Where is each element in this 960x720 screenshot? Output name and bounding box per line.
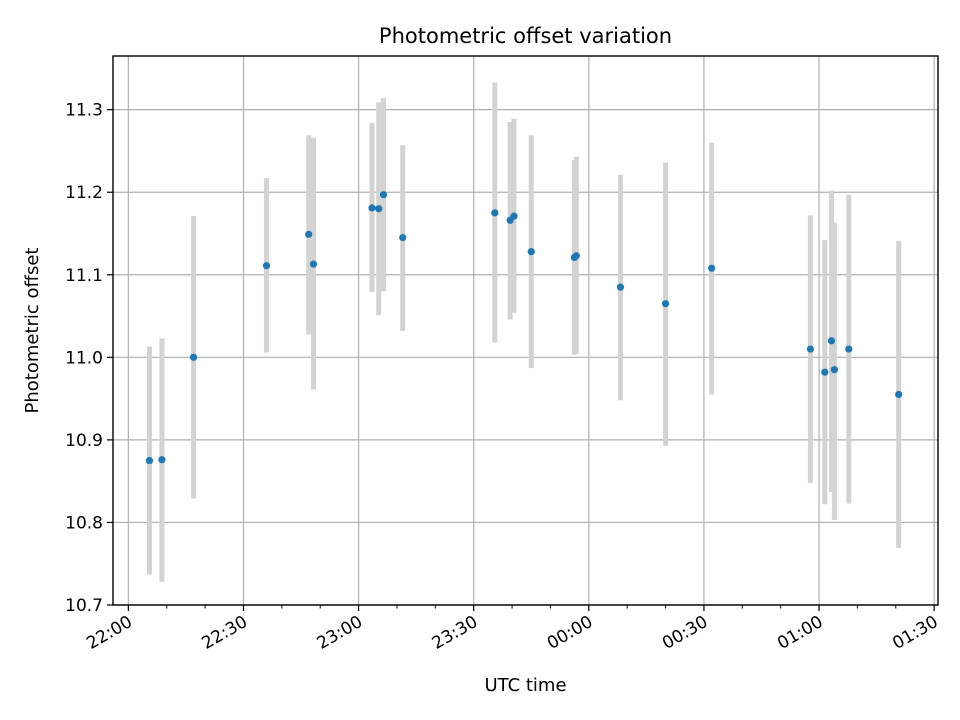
y-tick-label: 11.3 xyxy=(65,101,103,121)
plot-frame xyxy=(112,55,939,606)
data-point xyxy=(895,390,903,399)
y-tick-label: 11.0 xyxy=(65,348,103,368)
data-point xyxy=(845,345,853,353)
data-point xyxy=(158,456,166,464)
y-tick-label: 10.7 xyxy=(65,596,103,616)
data-point xyxy=(375,205,383,213)
data-point xyxy=(491,209,499,217)
data-point xyxy=(510,212,518,220)
data-points xyxy=(145,191,903,465)
y-tick-label: 11.2 xyxy=(65,183,103,203)
chart-title: Photometric offset variation xyxy=(379,24,672,48)
x-axis-label: UTC time xyxy=(484,675,566,696)
data-point xyxy=(527,248,535,256)
x-tick-label: 00:00 xyxy=(544,612,596,654)
data-point xyxy=(830,366,838,374)
data-point xyxy=(572,252,580,260)
grid xyxy=(113,56,938,606)
data-point xyxy=(189,353,198,361)
x-tick-label: 01:00 xyxy=(774,612,826,654)
x-tick-label: 22:00 xyxy=(83,612,135,654)
data-point xyxy=(821,368,829,376)
y-axis-label: Photometric offset xyxy=(22,248,43,414)
data-point xyxy=(708,264,716,272)
x-tick-label: 01:30 xyxy=(889,612,941,654)
data-point xyxy=(309,260,318,268)
x-tick-label: 22:30 xyxy=(199,612,251,654)
data-point xyxy=(399,234,407,242)
data-point xyxy=(379,191,388,199)
y-tick-label: 10.8 xyxy=(65,513,103,533)
y-tick-label: 10.9 xyxy=(65,431,103,451)
data-point xyxy=(368,204,376,212)
data-point xyxy=(616,283,625,291)
data-point xyxy=(661,300,670,308)
x-tick-label: 23:30 xyxy=(429,612,481,654)
data-point xyxy=(305,230,313,238)
errorbars xyxy=(146,82,902,582)
x-tick-label: 23:00 xyxy=(314,612,366,654)
data-point xyxy=(262,262,271,270)
data-point xyxy=(806,345,815,353)
data-point xyxy=(145,456,154,465)
data-point xyxy=(827,337,836,345)
x-tick-label: 00:30 xyxy=(659,612,711,654)
y-tick-label: 11.1 xyxy=(65,266,103,286)
